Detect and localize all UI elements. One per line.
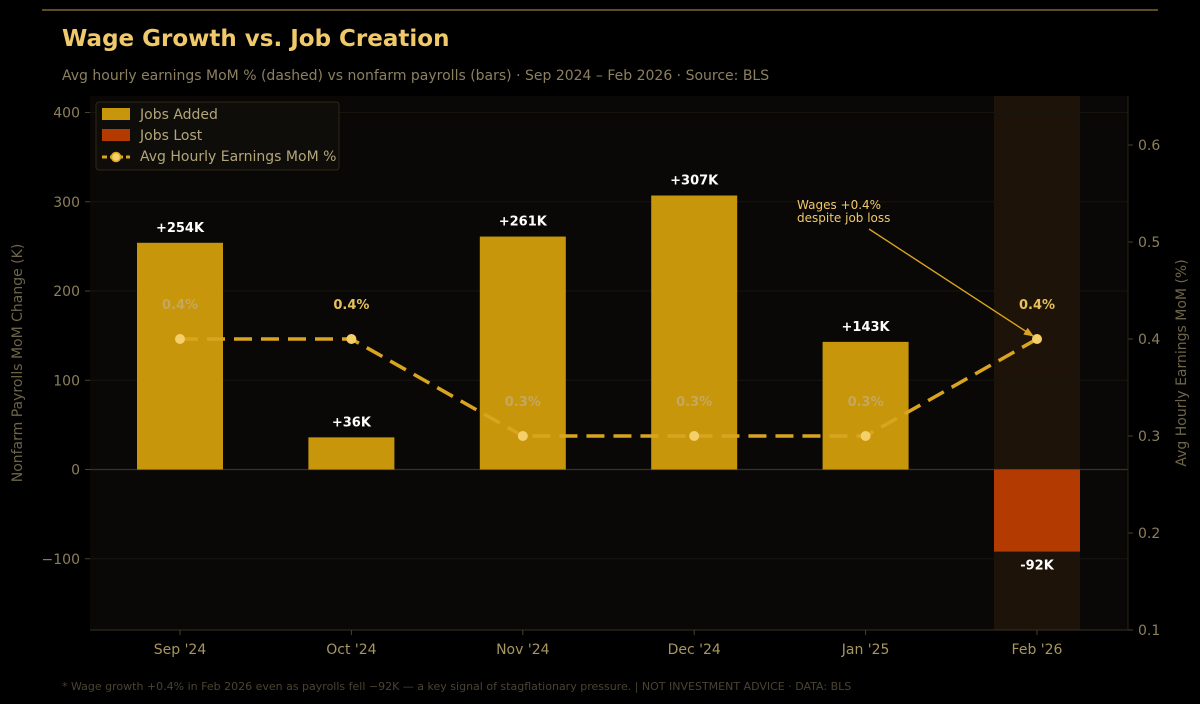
legend-swatch-jobs-lost bbox=[102, 129, 130, 141]
bar-jobs-added bbox=[308, 437, 395, 470]
x-tick-label: Sep '24 bbox=[154, 642, 207, 658]
wage-value-label: 0.4% bbox=[333, 298, 369, 313]
plot-area bbox=[90, 96, 1128, 630]
bar-jobs-added bbox=[137, 242, 223, 470]
bar-value-label: +254K bbox=[156, 221, 205, 236]
legend-swatch-jobs-added bbox=[102, 108, 130, 120]
y-tick-label: 200 bbox=[53, 284, 80, 300]
y2-tick-label: 0.4 bbox=[1138, 332, 1160, 348]
y-axis-label: Nonfarm Payrolls MoM Change (K) bbox=[10, 244, 26, 483]
legend: Jobs Added Jobs Lost Avg Hourly Earnings… bbox=[95, 101, 340, 171]
annotation-line-2: despite job loss bbox=[797, 211, 890, 225]
y2-tick-label: 0.3 bbox=[1138, 429, 1160, 445]
y-tick-label: 100 bbox=[53, 373, 80, 389]
wage-marker bbox=[1032, 334, 1042, 344]
bar-value-label: +36K bbox=[332, 415, 372, 430]
legend-box bbox=[95, 101, 340, 171]
legend-swatch-wage-marker bbox=[110, 151, 122, 163]
y-tick-label: 400 bbox=[53, 106, 80, 122]
annotation-line-1: Wages +0.4% bbox=[797, 198, 881, 212]
y-tick-label: 0 bbox=[71, 463, 80, 479]
bar-value-label: -92K bbox=[1020, 559, 1054, 574]
x-tick-label: Feb '26 bbox=[1012, 642, 1063, 658]
chart-subtitle: Avg hourly earnings MoM % (dashed) vs no… bbox=[62, 68, 769, 84]
wage-value-label: 0.3% bbox=[848, 395, 884, 410]
legend-label-wage: Avg Hourly Earnings MoM % bbox=[140, 149, 336, 165]
y2-tick-label: 0.6 bbox=[1138, 138, 1160, 154]
wage-marker bbox=[175, 334, 185, 344]
y2-tick-label: 0.2 bbox=[1138, 526, 1160, 542]
bar-value-label: +307K bbox=[670, 174, 719, 189]
x-tick-label: Oct '24 bbox=[326, 642, 376, 658]
y2-axis-label: Avg Hourly Earnings MoM (%) bbox=[1174, 259, 1190, 466]
bar-jobs-lost bbox=[994, 469, 1080, 552]
bar-value-label: +143K bbox=[842, 320, 891, 335]
legend-label-jobs-lost: Jobs Lost bbox=[139, 128, 203, 144]
y-tick-label: −100 bbox=[42, 552, 80, 568]
wage-value-label: 0.3% bbox=[676, 395, 712, 410]
x-tick-label: Jan '25 bbox=[841, 642, 890, 658]
wage-marker bbox=[860, 431, 871, 441]
wage-value-label: 0.4% bbox=[1019, 298, 1055, 313]
x-tick-label: Dec '24 bbox=[668, 642, 721, 658]
y-tick-label: 300 bbox=[53, 195, 80, 211]
annotation-arrow bbox=[868, 228, 1034, 337]
wage-marker bbox=[689, 431, 700, 441]
legend-label-jobs-added: Jobs Added bbox=[139, 107, 218, 123]
annotation: Wages +0.4% despite job loss bbox=[797, 198, 1034, 337]
wage-marker bbox=[517, 431, 528, 441]
chart-title: Wage Growth vs. Job Creation bbox=[62, 26, 449, 52]
y2-tick-label: 0.1 bbox=[1138, 623, 1160, 639]
wage-marker bbox=[346, 334, 357, 344]
x-tick-label: Nov '24 bbox=[496, 642, 550, 658]
wage-value-label: 0.4% bbox=[162, 298, 198, 313]
bar-jobs-added bbox=[479, 236, 566, 470]
bar-jobs-added bbox=[651, 195, 738, 470]
y2-tick-label: 0.5 bbox=[1138, 235, 1160, 251]
bar-jobs-added bbox=[822, 341, 909, 470]
wage-value-label: 0.3% bbox=[505, 395, 541, 410]
footer-note: * Wage growth +0.4% in Feb 2026 even as … bbox=[62, 680, 851, 693]
wage-line bbox=[180, 337, 1038, 438]
bar-value-label: +261K bbox=[499, 215, 548, 230]
